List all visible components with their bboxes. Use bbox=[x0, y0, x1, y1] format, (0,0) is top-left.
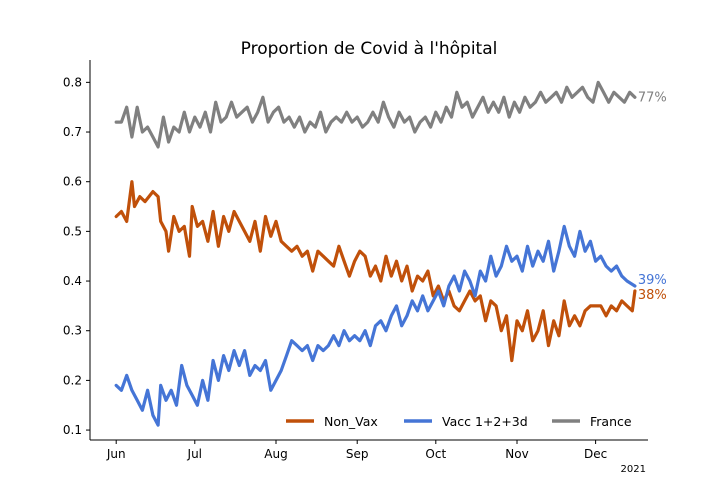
series-line-france bbox=[114, 80, 637, 149]
year-label: 2021 bbox=[621, 464, 646, 475]
y-tick-label: 0.5 bbox=[63, 224, 82, 238]
series-line-non-vax bbox=[114, 180, 637, 363]
y-tick-label: 0.7 bbox=[63, 125, 82, 139]
y-tick-label: 0.6 bbox=[63, 175, 82, 189]
legend-label-vacc-1-2-3d: Vacc 1+2+3d bbox=[442, 414, 528, 429]
x-tick-label: Jun bbox=[106, 447, 126, 461]
y-tick-label: 0.4 bbox=[63, 274, 82, 288]
legend-label-france: France bbox=[590, 414, 632, 429]
y-tick-label: 0.1 bbox=[63, 423, 82, 437]
x-tick-label: Oct bbox=[425, 447, 446, 461]
end-label-non-vax: 38% bbox=[638, 288, 667, 303]
legend-label-non-vax: Non_Vax bbox=[324, 414, 378, 429]
x-tick-label: Aug bbox=[264, 447, 287, 461]
x-tick-label: Sep bbox=[346, 447, 369, 461]
y-tick-label: 0.2 bbox=[63, 373, 82, 387]
chart-title: Proportion de Covid à l'hôpital bbox=[241, 39, 498, 59]
legend: Non_Vax Vacc 1+2+3d France bbox=[286, 414, 632, 429]
series-layer: 38%39% 77% bbox=[114, 80, 667, 427]
y-tick-label: 0.3 bbox=[63, 324, 82, 338]
x-tick-label: Nov bbox=[505, 447, 528, 461]
end-label-vacc-1-2-3d: 39% bbox=[638, 273, 667, 288]
series-line-vacc-1-2-3d bbox=[114, 224, 637, 427]
y-tick-label: 0.8 bbox=[63, 75, 82, 89]
x-tick-label: Jul bbox=[187, 447, 202, 461]
x-tick-label: Dec bbox=[584, 447, 607, 461]
axes-layer: 0.1 0.2 0.3 0.4 0.5 0.6 0.7 0.8 Jun Jul Aug Sep Oct N… bbox=[63, 60, 648, 461]
end-label-france: 77% bbox=[638, 90, 667, 105]
